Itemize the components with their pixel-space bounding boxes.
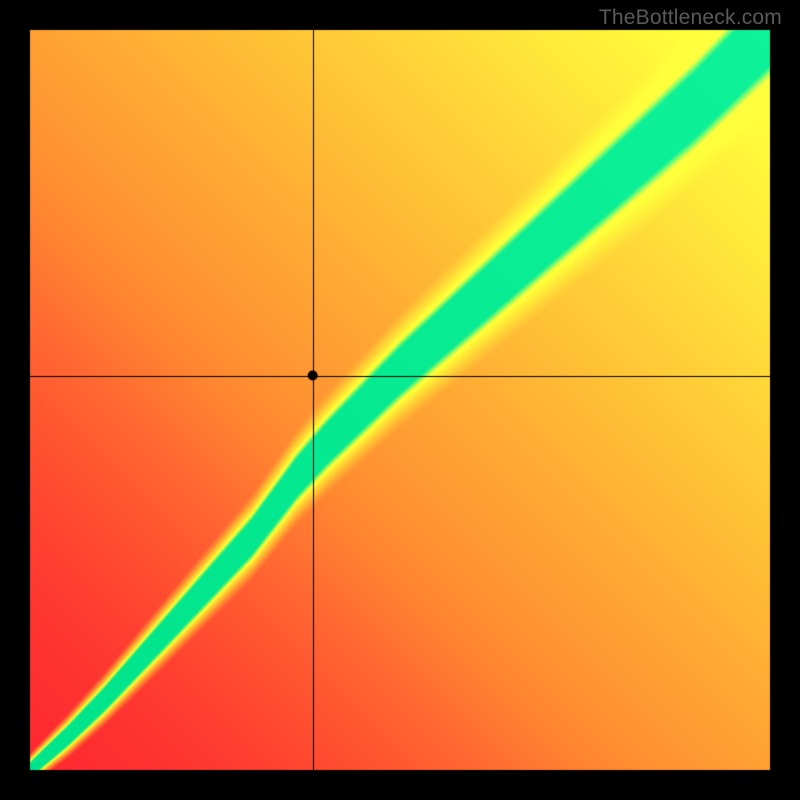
watermark-text: TheBottleneck.com xyxy=(599,6,782,30)
chart-container: TheBottleneck.com xyxy=(0,0,800,800)
bottleneck-heatmap-canvas xyxy=(0,0,800,800)
